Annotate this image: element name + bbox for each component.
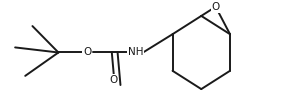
Text: O: O (83, 48, 91, 58)
Text: NH: NH (128, 48, 144, 58)
Text: O: O (211, 2, 220, 12)
Text: O: O (109, 75, 117, 85)
